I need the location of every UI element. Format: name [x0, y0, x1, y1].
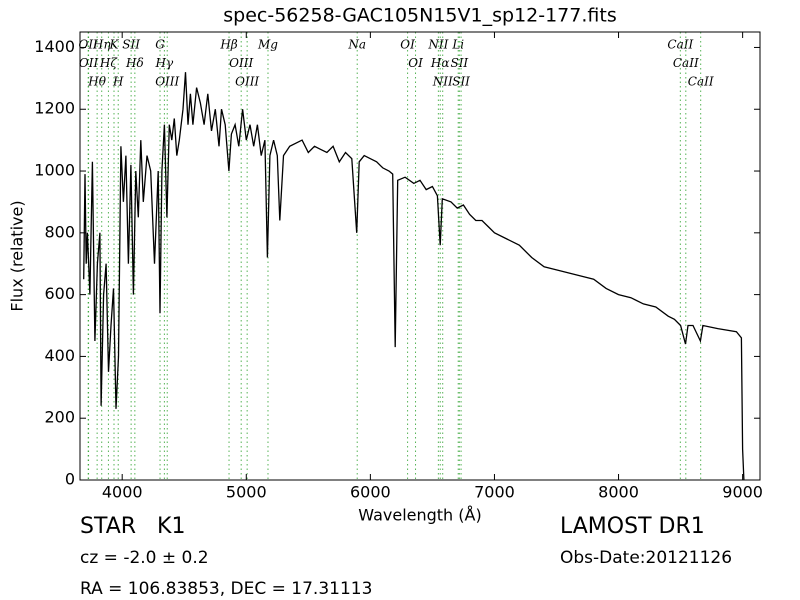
x-axis-label: Wavelength (Å) [358, 506, 481, 525]
spectral-line-label: OIII [155, 75, 179, 89]
spectral-line-label: G [155, 38, 165, 52]
y-tick-label: 1200 [34, 99, 75, 118]
spectral-line-label: NII [427, 38, 448, 52]
spectral-line-label: OIII [235, 75, 259, 89]
spectral-line-label: Hα [430, 56, 450, 70]
y-tick-label: 1400 [34, 37, 75, 56]
spectral-line-label: SII [452, 75, 470, 89]
spectral-line-label: CaII [673, 56, 699, 70]
spectral-line-label: SII [122, 38, 140, 52]
spectral-line-label: CaII [667, 38, 693, 52]
spectral-line-label: OI [400, 38, 415, 52]
spectral-line-label: OIII [229, 56, 253, 70]
spectral-line-label: K [109, 38, 120, 52]
footer-survey: LAMOST DR1 [560, 514, 705, 539]
y-tick-label: 800 [44, 222, 75, 241]
x-tick-label: 6000 [350, 483, 391, 502]
spectral-line-label: Na [347, 38, 366, 52]
spectral-line-label: Li [451, 38, 464, 52]
spectral-line-label: CaII [688, 75, 714, 89]
y-tick-label: 1000 [34, 161, 75, 180]
x-tick-label: 9000 [722, 483, 763, 502]
spectral-line-label: Mg [257, 38, 278, 52]
spectral-line-label: OII [79, 56, 99, 70]
footer-class: STAR K1 [80, 514, 185, 539]
spectral-line-label: Hη [92, 38, 111, 52]
y-tick-label: 200 [44, 408, 75, 427]
axes-frame [79, 31, 761, 481]
spectral-line-label: SII [450, 56, 468, 70]
y-tick-label: 400 [44, 346, 75, 365]
y-tick-label: 600 [44, 284, 75, 303]
x-tick-label: 8000 [598, 483, 639, 502]
footer-redshift: cz = -2.0 ± 0.2 [80, 548, 209, 568]
x-tick-label: 7000 [474, 483, 515, 502]
spectral-line-label: H [112, 75, 124, 89]
spectral-line-label: OII [79, 38, 99, 52]
y-axis-label: Flux (relative) [8, 200, 27, 311]
spectral-line-label: Hθ [87, 75, 106, 89]
spectrum [83, 72, 745, 480]
y-tick-label: 0 [65, 470, 75, 489]
spectral-line-label: Hδ [125, 56, 144, 70]
x-tick-label: 4000 [102, 483, 143, 502]
x-tick-label: 5000 [226, 483, 267, 502]
footer-date: Obs-Date:20121126 [560, 548, 732, 568]
spectral-line-label: Hγ [155, 56, 174, 70]
spectral-line-label: Hζ [99, 56, 118, 70]
spectral-line-label: Hβ [219, 38, 237, 52]
spectral-line-label: NII [432, 75, 453, 89]
spectral-line-label: OI [408, 56, 423, 70]
footer-coords: RA = 106.83853, DEC = 17.31113 [80, 579, 372, 599]
chart-title: spec-56258-GAC105N15V1_sp12-177.fits [223, 5, 616, 27]
